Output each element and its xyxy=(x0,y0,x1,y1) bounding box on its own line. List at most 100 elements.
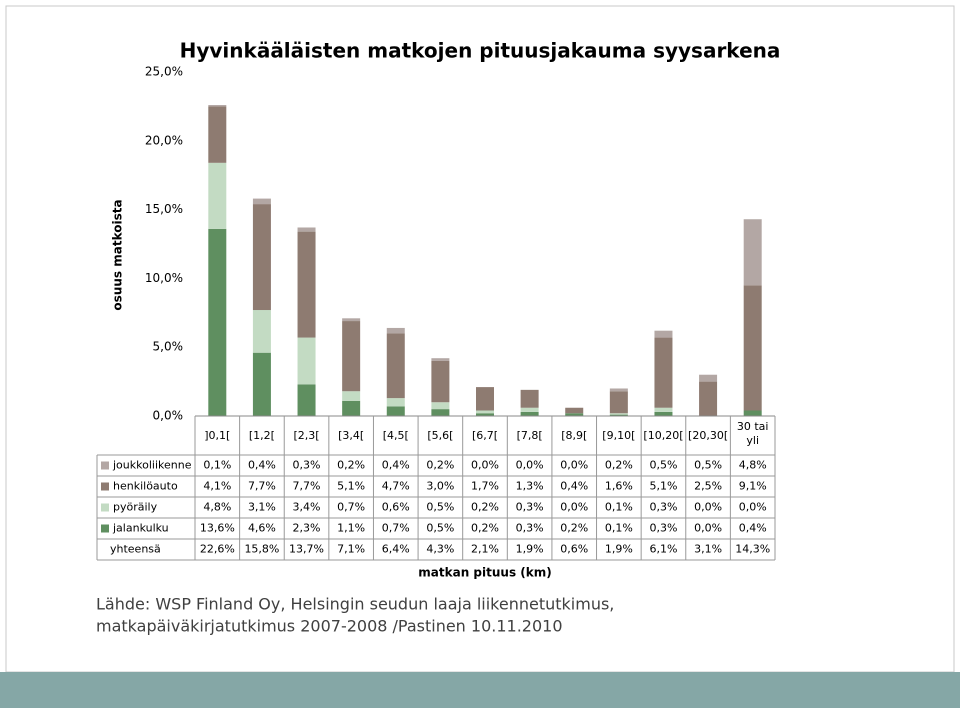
bar-segment xyxy=(609,413,628,415)
bar-segment xyxy=(252,310,271,353)
legend-label: henkilöauto xyxy=(113,480,178,493)
y-tick-label: 20,0% xyxy=(145,133,183,147)
table-cell: 0,4% xyxy=(739,522,767,535)
table-cell: 0,3% xyxy=(293,459,321,472)
bar-segment xyxy=(252,198,271,205)
x-tick-label: [6,7[ xyxy=(472,429,498,442)
table-cell: 0,5% xyxy=(694,459,722,472)
table-cell: 0,0% xyxy=(739,501,767,514)
bar-segment xyxy=(208,106,227,163)
bar-segment xyxy=(654,337,673,408)
chart-title: Hyvinkääläisten matkojen pituusjakauma s… xyxy=(180,39,781,63)
table-cell: 0,2% xyxy=(471,522,499,535)
table-cell: 0,0% xyxy=(694,501,722,514)
x-axis-title: matkan pituus (km) xyxy=(418,566,551,580)
x-tick-label: [20,30[ xyxy=(688,429,728,442)
table-cell: 0,7% xyxy=(382,522,410,535)
table-cell: 5,1% xyxy=(337,480,365,493)
table-cell: 1,6% xyxy=(605,480,633,493)
bar-segment xyxy=(520,411,539,416)
bar-segment xyxy=(654,411,673,416)
y-tick-label: 25,0% xyxy=(145,65,183,79)
table-cell: 4,8% xyxy=(203,501,231,514)
bar-segment xyxy=(386,406,405,416)
table-cell: 0,1% xyxy=(605,522,633,535)
legend-label: jalankulku xyxy=(112,522,169,535)
x-tick-label: [10,20[ xyxy=(643,429,683,442)
table-cell: 4,7% xyxy=(382,480,410,493)
table-cell: 9,1% xyxy=(739,480,767,493)
bar-segment xyxy=(609,388,628,392)
table-cell: 0,4% xyxy=(382,459,410,472)
table-cell: 0,0% xyxy=(694,522,722,535)
table-cell: 13,7% xyxy=(289,543,324,556)
x-tick-label: [3,4[ xyxy=(338,429,364,442)
table-cell: 0,2% xyxy=(471,501,499,514)
table-cell: 0,3% xyxy=(516,501,544,514)
y-tick-label: 5,0% xyxy=(153,340,184,354)
table-cell: 3,1% xyxy=(694,543,722,556)
bar-segment xyxy=(252,352,271,416)
x-tick-label: [2,3[ xyxy=(293,429,319,442)
bar-segment xyxy=(297,337,316,385)
table-cell: 15,8% xyxy=(244,543,279,556)
bar-segment xyxy=(297,384,316,416)
table-cell: 1,7% xyxy=(471,480,499,493)
x-tick-label: [9,10[ xyxy=(602,429,635,442)
legend-label: pyöräily xyxy=(113,501,158,514)
bar-segment xyxy=(386,398,405,407)
bar-segment xyxy=(431,358,450,361)
table-cell: 0,2% xyxy=(560,522,588,535)
legend-swatch xyxy=(101,503,109,512)
table-cell: 6,1% xyxy=(649,543,677,556)
x-tick-label: [1,2[ xyxy=(249,429,275,442)
footer-band xyxy=(0,672,960,708)
bar-segment xyxy=(609,391,628,414)
x-tick-label: ]0,1[ xyxy=(204,429,230,442)
table-cell: 4,3% xyxy=(426,543,454,556)
table-cell: 0,3% xyxy=(649,522,677,535)
x-tick-label: 30 tai yli xyxy=(737,420,769,447)
table-cell: 0,1% xyxy=(605,501,633,514)
bar-segment xyxy=(520,389,539,408)
bar-segment xyxy=(208,228,227,416)
table-cell: 5,1% xyxy=(649,480,677,493)
bar-segment xyxy=(476,387,494,411)
table-cell: 4,1% xyxy=(203,480,231,493)
bar-segment xyxy=(342,400,361,416)
table-cell: 1,1% xyxy=(337,522,365,535)
table-cell: 0,4% xyxy=(248,459,276,472)
x-tick-label: [5,6[ xyxy=(427,429,453,442)
total-label: yhteensä xyxy=(110,543,161,556)
bar-segment xyxy=(654,330,673,338)
bar-segment xyxy=(342,321,361,392)
bar-segment xyxy=(476,413,494,416)
table-cell: 0,5% xyxy=(426,522,454,535)
bar-segment xyxy=(565,413,584,416)
table-cell: 2,5% xyxy=(694,480,722,493)
table-cell: 3,1% xyxy=(248,501,276,514)
table-cell: 0,2% xyxy=(605,459,633,472)
x-tick-label: [7,8[ xyxy=(517,429,543,442)
table-cell: 14,3% xyxy=(735,543,770,556)
table-cell: 0,2% xyxy=(337,459,365,472)
bar-segment xyxy=(520,407,539,412)
bar-segment xyxy=(476,410,494,414)
table-cell: 2,3% xyxy=(293,522,321,535)
table-cell: 0,2% xyxy=(426,459,454,472)
table-cell: 0,6% xyxy=(382,501,410,514)
table-cell: 0,5% xyxy=(649,459,677,472)
y-axis-title: osuus matkoista xyxy=(111,199,125,310)
legend-label: joukkoliikenne xyxy=(112,459,192,472)
table-cell: 6,4% xyxy=(382,543,410,556)
table-cell: 1,9% xyxy=(516,543,544,556)
bar-segment xyxy=(654,407,673,412)
bar-segment xyxy=(699,381,718,416)
table-cell: 3,0% xyxy=(426,480,454,493)
table-cell: 0,4% xyxy=(560,480,588,493)
table-cell: 7,7% xyxy=(248,480,276,493)
table-cell: 0,6% xyxy=(560,543,588,556)
source-line: Lähde: WSP Finland Oy, Helsingin seudun … xyxy=(96,595,614,614)
